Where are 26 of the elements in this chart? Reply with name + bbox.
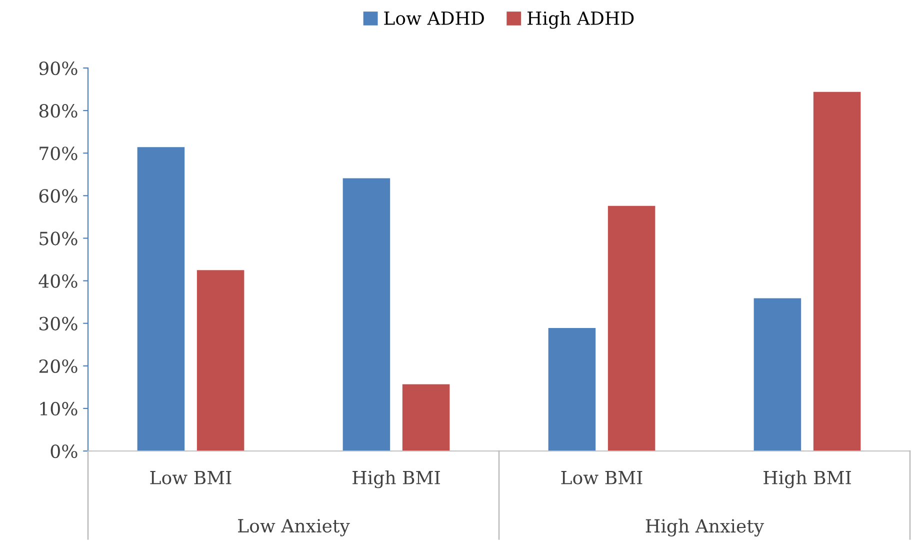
y-tick-label: 20% [39,359,78,374]
bar [137,147,185,451]
x-tick-label: Low BMI [561,471,642,484]
bar [608,206,656,451]
y-tick-label: 10% [40,402,78,416]
x-tick-label: Low BMI [150,471,232,484]
bar [813,92,861,451]
bar [196,270,244,451]
bar [548,328,596,451]
bar [342,178,390,451]
y-tick-label: 70% [40,146,78,160]
x-tick-label: High BMI [352,470,440,488]
bar [402,384,450,451]
y-tick-label: 0% [50,444,78,458]
y-tick-label: 50% [40,232,78,246]
text: High Anxiety [646,518,764,536]
bar [754,298,802,451]
y-tick-label: 80% [39,104,78,118]
legend-label: Low ADHD [384,12,484,26]
legend-label: High ADHD [527,11,634,29]
y-tick-label: 90% [39,61,78,76]
x-tick-label: High BMI [764,470,851,488]
y-tick-label: 40% [38,274,78,288]
y-tick-label: 30% [40,316,78,330]
y-tick-label: 60% [39,189,78,203]
text: Low Anxiety [238,519,350,536]
